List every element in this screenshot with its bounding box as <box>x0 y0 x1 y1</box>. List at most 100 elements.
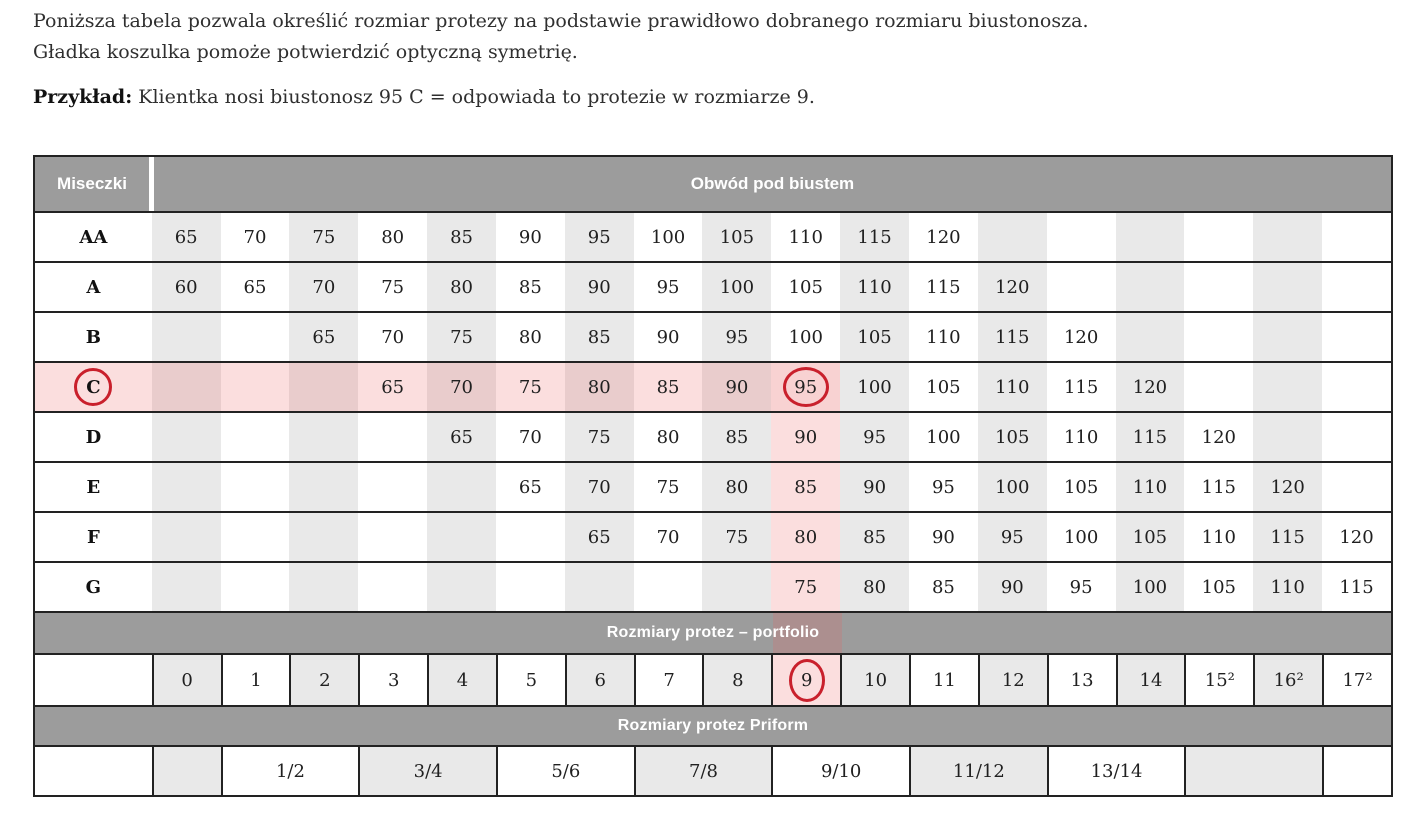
size-cell: 85 <box>495 263 565 311</box>
size-cell <box>1046 213 1116 261</box>
portfolio-band-highlight <box>773 613 842 653</box>
table-header-row: Miseczki Obwód pod biustem <box>35 157 1391 211</box>
size-cell: 110 <box>1046 413 1116 461</box>
size-cell: 95 <box>1046 563 1116 611</box>
circled-cup-label: C <box>74 368 113 406</box>
row-label-G: G <box>85 576 102 598</box>
size-cell: 80 <box>427 263 496 311</box>
size-cell: 100 <box>909 413 978 461</box>
portfolio-size-cell: 11 <box>909 655 978 705</box>
size-cell: 65 <box>220 263 290 311</box>
size-cell: 85 <box>840 513 910 561</box>
portfolio-size-cell: 1 <box>220 655 290 705</box>
size-cell: 95 <box>840 413 910 461</box>
size-cell: 90 <box>977 563 1047 611</box>
size-cell <box>289 563 359 611</box>
size-cell <box>495 563 565 611</box>
size-cell: 90 <box>495 213 565 261</box>
size-cell <box>220 313 290 361</box>
portfolio-band: Rozmiary protez – portfolio <box>35 611 1391 653</box>
size-cell: 85 <box>427 213 496 261</box>
size-cell: 80 <box>771 513 841 561</box>
size-cell: 105 <box>977 413 1047 461</box>
circled-band-size: 95 <box>782 367 829 407</box>
priform-size-cell: 13/14 <box>1046 747 1185 795</box>
size-cell: 65 <box>358 363 428 411</box>
row-label-AA: AA <box>79 226 108 248</box>
portfolio-size-cell: 14 <box>1115 655 1185 705</box>
size-cell <box>1253 313 1323 361</box>
size-cell <box>358 563 428 611</box>
header-divider <box>149 157 154 211</box>
size-cell <box>1184 213 1254 261</box>
size-cell <box>151 463 221 511</box>
example-text: Klientka nosi biustonosz 95 C = odpowiad… <box>132 86 815 108</box>
size-table: Miseczki Obwód pod biustem AA 65 70 75 80 85 9… <box>33 155 1393 797</box>
size-cell: 65 <box>151 213 221 261</box>
portfolio-size-cell: 17² <box>1322 655 1391 705</box>
size-cell: 75 <box>771 563 841 611</box>
size-cell: 110 <box>977 363 1047 411</box>
size-cell <box>1322 463 1391 511</box>
row-label-D: D <box>85 426 102 448</box>
size-cell: 90 <box>564 263 634 311</box>
size-cell: 95 <box>909 463 978 511</box>
size-cell <box>633 563 703 611</box>
size-cell <box>220 513 290 561</box>
size-cell: 75 <box>427 313 496 361</box>
size-cell: 115 <box>1115 413 1185 461</box>
size-cell <box>151 313 221 361</box>
size-cell: 80 <box>358 213 428 261</box>
row-label-C: C <box>35 363 152 411</box>
portfolio-size-cell: 16² <box>1253 655 1323 705</box>
size-cell: 85 <box>909 563 978 611</box>
size-cell <box>289 463 359 511</box>
size-cell: 100 <box>1046 513 1116 561</box>
portfolio-size-cell: 5 <box>495 655 565 705</box>
portfolio-size-cell: 4 <box>427 655 496 705</box>
size-cell: 95 <box>633 263 703 311</box>
example-paragraph: Przykład: Klientka nosi biustonosz 95 C … <box>33 86 815 108</box>
size-cell <box>220 463 290 511</box>
size-cell <box>1184 263 1254 311</box>
size-cell <box>289 413 359 461</box>
size-cell: 110 <box>840 263 910 311</box>
size-cell <box>427 513 496 561</box>
portfolio-size-cell: 0 <box>151 655 221 705</box>
priform-size-cell: 9/10 <box>771 747 910 795</box>
size-cell <box>1253 363 1323 411</box>
size-cell <box>1253 263 1323 311</box>
size-cell: 115 <box>1322 563 1391 611</box>
size-cell <box>427 463 496 511</box>
cup-row-D: D 65 70 75 80 85 90 95 100 105 110 115 120 <box>35 411 1391 461</box>
cup-row-F: F 65 70 75 80 85 90 95 100 105 110 115 120 <box>35 511 1391 561</box>
size-cell: 85 <box>633 363 703 411</box>
cup-row-C: C 65 70 75 80 85 90 95 100 105 110 115 120 <box>35 361 1391 411</box>
portfolio-size-cell: 9 <box>771 655 841 705</box>
size-cell <box>1184 313 1254 361</box>
size-cell <box>220 413 290 461</box>
portfolio-size-row: 0 1 2 3 4 5 6 7 8 9 10 11 12 13 14 15² 16² 17² <box>35 653 1391 705</box>
size-cell: 75 <box>702 513 772 561</box>
size-cell: 80 <box>702 463 772 511</box>
size-cell: 85 <box>771 463 841 511</box>
portfolio-size-cell: 12 <box>977 655 1047 705</box>
size-cell <box>1115 313 1185 361</box>
size-cell: 90 <box>771 413 841 461</box>
size-cell: 90 <box>909 513 978 561</box>
size-cell: 75 <box>358 263 428 311</box>
portfolio-row-label-cell <box>35 655 152 705</box>
size-cell: 80 <box>564 363 634 411</box>
size-cell <box>1322 263 1391 311</box>
size-cell <box>358 513 428 561</box>
size-cell: 120 <box>1322 513 1391 561</box>
cup-row-B: B 65 70 75 80 85 90 95 100 105 110 115 120 <box>35 311 1391 361</box>
size-cell: 80 <box>495 313 565 361</box>
size-cell: 95 <box>702 313 772 361</box>
size-cell: 115 <box>1046 363 1116 411</box>
priform-size-cell <box>151 747 221 795</box>
cup-rows: AA 65 70 75 80 85 90 95 100 105 110 115 120 A 60 65 70 75… <box>35 211 1391 611</box>
cup-row-G: G 75 80 85 90 95 100 105 110 115 <box>35 561 1391 611</box>
size-cell: 105 <box>1115 513 1185 561</box>
priform-band: Rozmiary protez Priform <box>35 705 1391 745</box>
